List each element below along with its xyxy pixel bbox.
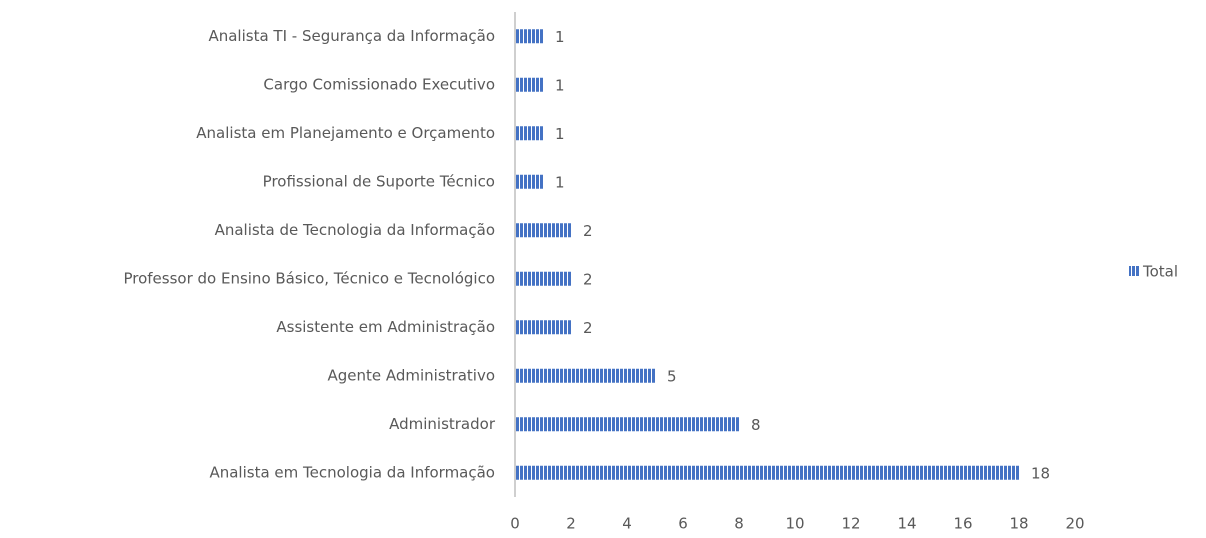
bar	[515, 368, 655, 383]
y-tick-label: Agente Administrativo	[327, 366, 495, 384]
legend-swatch	[1129, 266, 1139, 276]
x-tick-label: 18	[1009, 515, 1028, 533]
bar	[515, 174, 543, 189]
x-tick-label: 10	[785, 515, 804, 533]
y-tick-label: Analista TI - Segurança da Informação	[208, 27, 495, 45]
data-label: 1	[555, 125, 565, 143]
y-tick-label: Assistente em Administração	[276, 318, 495, 336]
y-tick-label: Analista em Planejamento e Orçamento	[196, 124, 495, 142]
legend-label: Total	[1142, 263, 1178, 281]
x-tick-label: 12	[841, 515, 860, 533]
x-tick-label: 0	[510, 515, 520, 533]
bar	[515, 417, 739, 432]
bar	[515, 271, 571, 286]
y-tick-label: Analista de Tecnologia da Informação	[215, 221, 495, 239]
data-label: 5	[667, 367, 677, 385]
bar	[515, 320, 571, 335]
x-tick-label: 6	[678, 515, 688, 533]
bar	[515, 465, 1019, 480]
x-tick-label: 2	[566, 515, 576, 533]
data-label: 2	[583, 319, 593, 337]
y-tick-label: Administrador	[389, 415, 496, 433]
y-tick-label: Cargo Comissionado Executivo	[263, 75, 495, 93]
bar	[515, 223, 571, 238]
bar	[515, 126, 543, 141]
x-tick-label: 14	[897, 515, 916, 533]
data-label: 8	[751, 416, 761, 434]
x-tick-label: 4	[622, 515, 632, 533]
data-label: 2	[583, 270, 593, 288]
data-label: 1	[555, 28, 565, 46]
y-tick-label: Professor do Ensino Básico, Técnico e Te…	[123, 269, 495, 287]
bar	[515, 77, 543, 92]
y-tick-label: Analista em Tecnologia da Informação	[209, 463, 495, 481]
x-tick-label: 16	[953, 515, 972, 533]
bar	[515, 29, 543, 44]
data-label: 2	[583, 222, 593, 240]
data-label: 1	[555, 173, 565, 191]
x-tick-label: 20	[1065, 515, 1084, 533]
y-tick-label: Profissional de Suporte Técnico	[263, 172, 495, 190]
data-label: 1	[555, 76, 565, 94]
data-label: 18	[1031, 464, 1050, 482]
x-tick-label: 8	[734, 515, 744, 533]
